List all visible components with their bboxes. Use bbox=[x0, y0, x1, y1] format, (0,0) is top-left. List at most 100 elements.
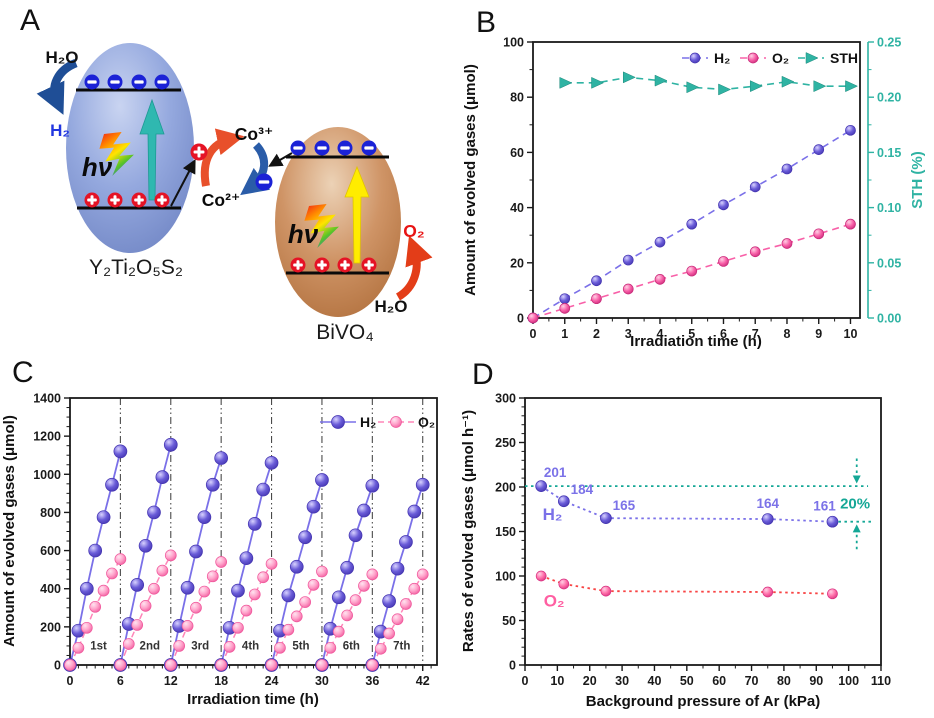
y-axis-title: Amount of evolved gases (μmol) bbox=[462, 64, 479, 296]
panel-label-b: B bbox=[476, 6, 497, 39]
svg-text:0.00: 0.00 bbox=[877, 312, 901, 326]
data-point bbox=[190, 601, 202, 614]
legend: H₂ O₂ bbox=[320, 414, 435, 430]
data-point bbox=[181, 620, 194, 632]
data-point bbox=[718, 256, 729, 267]
data-point bbox=[845, 124, 856, 136]
svg-text:165: 165 bbox=[613, 498, 636, 513]
data-point bbox=[813, 228, 825, 240]
data-point bbox=[274, 641, 286, 654]
cycle-label: 7th bbox=[393, 641, 410, 653]
svg-text:1: 1 bbox=[561, 327, 568, 341]
svg-text:8: 8 bbox=[784, 327, 791, 341]
data-point bbox=[72, 641, 85, 654]
data-point bbox=[357, 503, 371, 518]
svg-text:50: 50 bbox=[680, 674, 694, 688]
series-o bbox=[527, 218, 856, 324]
data-point bbox=[139, 600, 152, 612]
svg-text:3: 3 bbox=[625, 327, 632, 341]
data-point bbox=[282, 623, 295, 636]
cycle-label: 1st bbox=[90, 641, 107, 653]
svg-text:0: 0 bbox=[517, 312, 524, 326]
electron-transfer-arrow-icon bbox=[268, 152, 293, 167]
hole-icon bbox=[361, 257, 377, 273]
co3-label: Co³⁺ bbox=[235, 124, 273, 144]
data-point-triangle bbox=[845, 80, 859, 93]
data-point bbox=[156, 564, 169, 577]
data-point bbox=[762, 586, 774, 598]
chart-b: 0 1 2 3 4 5 6 7 8 9 100204060801000.000.050.100.15… bbox=[462, 36, 926, 351]
data-point bbox=[189, 544, 203, 559]
data-point-triangle bbox=[654, 74, 668, 87]
data-point bbox=[761, 513, 774, 525]
svg-text:200: 200 bbox=[40, 620, 61, 634]
series-h: 201 184 165 164 161 bbox=[535, 465, 839, 528]
data-point bbox=[122, 638, 135, 650]
electron-icon bbox=[84, 74, 100, 90]
svg-text:300: 300 bbox=[495, 392, 516, 406]
secondary-axis-title: STH (%) bbox=[909, 151, 926, 209]
svg-text:10: 10 bbox=[550, 674, 564, 688]
data-point bbox=[535, 570, 547, 582]
data-point bbox=[215, 556, 228, 568]
data-point bbox=[281, 588, 296, 603]
svg-text:164: 164 bbox=[756, 496, 779, 511]
data-point-triangle bbox=[813, 80, 827, 93]
data-point bbox=[558, 578, 570, 590]
svg-text:60: 60 bbox=[712, 674, 726, 688]
data-point bbox=[749, 181, 761, 193]
data-point bbox=[358, 580, 370, 592]
svg-text:80: 80 bbox=[510, 91, 524, 105]
data-point bbox=[106, 567, 118, 580]
svg-text:80: 80 bbox=[777, 674, 791, 688]
data-point bbox=[264, 455, 279, 470]
co-oxidation-arrow-icon bbox=[200, 128, 245, 187]
oxygen-evolution-arrow-icon bbox=[395, 235, 433, 301]
data-point-triangle bbox=[718, 83, 732, 96]
data-point bbox=[591, 275, 602, 287]
data-point bbox=[600, 585, 612, 597]
data-point bbox=[231, 583, 245, 598]
data-point bbox=[88, 543, 103, 558]
svg-text:5: 5 bbox=[688, 327, 695, 341]
data-point bbox=[80, 621, 93, 634]
particle2-label: BiVO₄ bbox=[316, 321, 374, 344]
data-point bbox=[749, 246, 761, 258]
data-point bbox=[408, 582, 421, 595]
data-point bbox=[315, 473, 329, 487]
data-point bbox=[407, 504, 422, 519]
cycle-label: 2nd bbox=[140, 641, 160, 653]
svg-text:42: 42 bbox=[416, 674, 430, 688]
data-point bbox=[96, 510, 111, 525]
hv-label-2: hν bbox=[288, 219, 319, 249]
electron-icon bbox=[361, 140, 377, 156]
svg-text:0: 0 bbox=[67, 674, 74, 688]
hole-icon bbox=[107, 192, 123, 208]
data-point bbox=[97, 584, 110, 597]
legend: H₂ O₂ STH bbox=[682, 50, 858, 66]
svg-text:70: 70 bbox=[745, 674, 759, 688]
electron-icon bbox=[154, 74, 170, 90]
data-point bbox=[535, 480, 548, 492]
hv-label-1: hν bbox=[82, 152, 113, 182]
y-axis-title: Rates of evolved gases (μmol h⁻¹) bbox=[460, 410, 477, 652]
data-point bbox=[416, 568, 429, 581]
data-point bbox=[366, 659, 379, 671]
data-point bbox=[316, 565, 328, 578]
svg-text:0.10: 0.10 bbox=[877, 201, 901, 215]
svg-text:10: 10 bbox=[844, 327, 858, 341]
data-point bbox=[622, 283, 634, 295]
data-point bbox=[232, 621, 244, 634]
o2-label: O₂ bbox=[403, 221, 424, 241]
data-point-triangle bbox=[591, 76, 605, 89]
series-sth bbox=[559, 71, 859, 96]
data-point bbox=[265, 659, 278, 671]
data-point bbox=[64, 659, 76, 671]
data-point bbox=[781, 238, 793, 249]
cycle-label: 6th bbox=[343, 641, 360, 653]
panel-a-diagram: H₂O H₂ hν Y₂Ti₂O₅S₂ Co³⁺ Co²⁺ hν O₂ H₂O … bbox=[36, 43, 433, 344]
data-point bbox=[130, 578, 145, 592]
data-point bbox=[845, 218, 856, 230]
svg-text:2: 2 bbox=[593, 327, 600, 341]
data-point bbox=[89, 600, 102, 613]
